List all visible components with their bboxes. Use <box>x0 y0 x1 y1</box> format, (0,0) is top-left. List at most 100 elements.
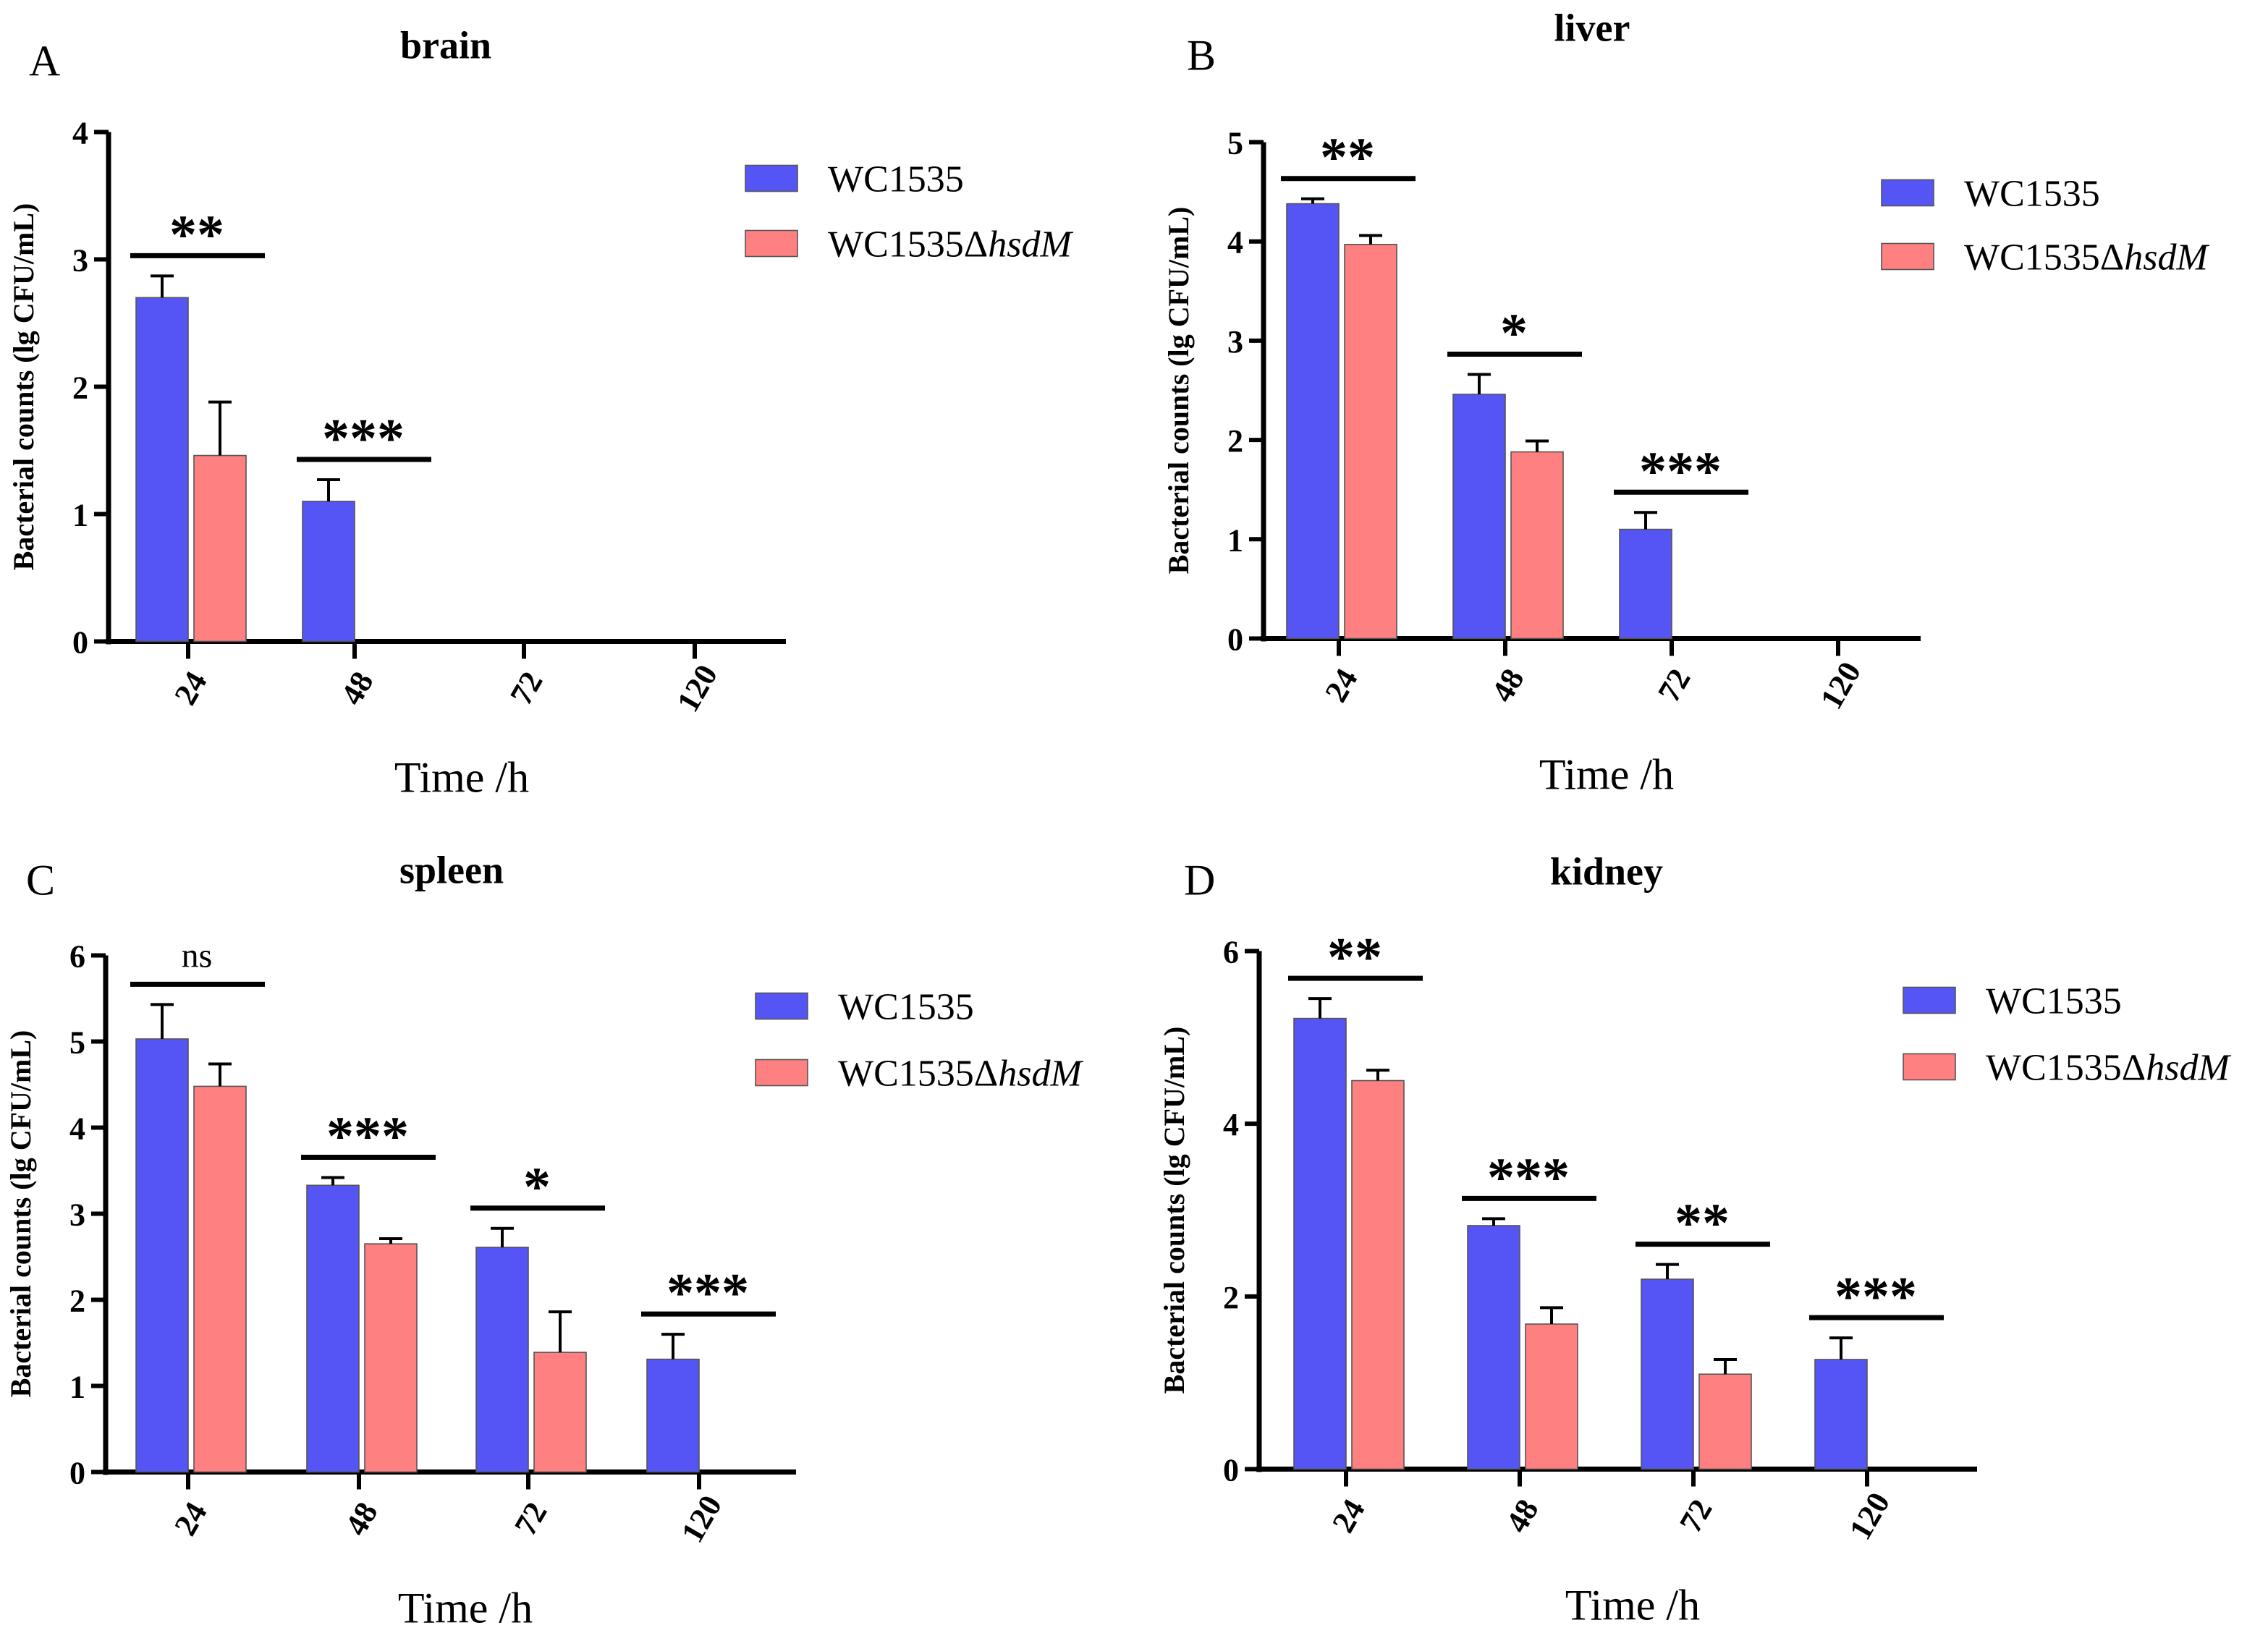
y-tick-label: 2 <box>1223 1280 1239 1315</box>
bar-wc1535-48 <box>306 1184 360 1473</box>
x-axis-label: Time /h <box>1539 751 1674 799</box>
panel-letter: A <box>29 38 60 85</box>
bar-hsdm-72 <box>1698 1373 1752 1470</box>
legend-label: WC1535 <box>828 159 964 200</box>
legend-label-prefix: WC1535Δ <box>838 1053 998 1095</box>
y-axis-label: Bacterial counts (lg CFU/mL) <box>1162 207 1195 574</box>
x-tick-label: 24 <box>1325 1493 1371 1539</box>
y-tick-label: 6 <box>1223 935 1239 970</box>
y-tick-label: 5 <box>69 1025 85 1061</box>
x-tick-label: 120 <box>670 658 724 718</box>
bar-hsdm-24 <box>1351 1080 1405 1470</box>
legend-label: WC1535ΔhsdM <box>838 1053 1083 1095</box>
legend-label-prefix: WC1535Δ <box>1986 1048 2146 1089</box>
panel-letter: C <box>26 857 55 904</box>
bar-hsdm-24 <box>193 1085 247 1473</box>
x-tick-label: 72 <box>1651 663 1697 708</box>
y-tick-label: 1 <box>1227 522 1243 558</box>
legend-label: WC1535ΔhsdM <box>1964 237 2209 279</box>
y-tick-label: 1 <box>72 498 88 533</box>
significance-label: *** <box>667 1263 749 1323</box>
legend-label: WC1535ΔhsdM <box>828 224 1073 266</box>
y-tick-label: 0 <box>72 625 88 661</box>
bar-wc1535-72 <box>1619 528 1672 640</box>
significance-label: ** <box>169 204 224 265</box>
y-axis-label: Bacterial counts (lg CFU/mL) <box>4 1030 37 1398</box>
significance-label: *** <box>1835 1266 1917 1327</box>
significance-label: ** <box>1327 927 1382 988</box>
y-tick-label: 2 <box>69 1284 85 1319</box>
bar-hsdm-72 <box>533 1352 587 1473</box>
bar-wc1535-48 <box>1452 394 1506 640</box>
y-tick-label: 4 <box>72 116 88 151</box>
y-tick-label: 1 <box>69 1370 85 1405</box>
significance-label: * <box>523 1157 551 1218</box>
x-tick-label: 120 <box>1814 656 1868 715</box>
x-tick-label: 72 <box>503 666 549 711</box>
panel-letter: B <box>1187 32 1216 80</box>
x-tick-label: 72 <box>1672 1493 1719 1539</box>
legend-swatch <box>755 1059 808 1087</box>
significance-label: *** <box>1639 441 1722 501</box>
bar-wc1535-120 <box>1814 1359 1868 1470</box>
y-axis-label: Bacterial counts (lg CFU/mL) <box>7 203 40 571</box>
legend-swatch <box>745 229 798 258</box>
x-tick-label: 48 <box>338 1496 384 1542</box>
legend-label: WC1535 <box>1986 981 2122 1022</box>
legend-swatch <box>745 164 798 192</box>
x-tick-label: 24 <box>167 666 213 711</box>
y-tick-label: 4 <box>69 1111 85 1147</box>
bar-hsdm-48 <box>1510 451 1564 640</box>
legend-swatch <box>1881 179 1934 207</box>
bar-wc1535-24 <box>1293 1017 1347 1470</box>
bar-hsdm-48 <box>364 1243 418 1473</box>
x-axis-label: Time /h <box>398 1585 533 1632</box>
legend-label-gene: hsdM <box>998 1053 1083 1095</box>
bar-hsdm-24 <box>193 454 247 642</box>
y-tick-label: 0 <box>69 1456 85 1491</box>
legend-label: WC1535 <box>838 987 974 1028</box>
significance-label: *** <box>326 1106 409 1167</box>
y-tick-label: 0 <box>1227 622 1243 658</box>
legend-label-gene: hsdM <box>2124 237 2209 279</box>
chart-title: brain <box>400 24 491 67</box>
legend-swatch <box>1881 242 1934 271</box>
bar-wc1535-72 <box>1641 1278 1694 1470</box>
x-tick-label: 48 <box>1499 1493 1545 1539</box>
legend-label-prefix: WC1535Δ <box>828 224 988 266</box>
bar-wc1535-48 <box>302 501 355 642</box>
significance-label: *** <box>1487 1147 1570 1208</box>
x-tick-label: 24 <box>1318 663 1364 708</box>
y-tick-label: 3 <box>72 243 88 279</box>
bar-hsdm-24 <box>1344 244 1397 640</box>
significance-label: * <box>1500 303 1528 364</box>
panel-letter: D <box>1184 857 1215 904</box>
chart-title: spleen <box>399 849 504 892</box>
y-tick-label: 3 <box>1227 324 1243 360</box>
y-tick-label: 4 <box>1223 1107 1239 1142</box>
x-tick-label: 120 <box>674 1489 729 1548</box>
x-tick-label: 48 <box>1484 663 1531 708</box>
legend-label-gene: hsdM <box>988 224 1073 266</box>
y-tick-label: 3 <box>69 1197 85 1233</box>
y-tick-label: 0 <box>1223 1453 1239 1488</box>
y-tick-label: 6 <box>69 939 85 975</box>
chart-title: liver <box>1554 7 1630 50</box>
y-tick-label: 2 <box>1227 423 1243 459</box>
significance-label: *** <box>322 408 405 469</box>
chart-title: kidney <box>1550 850 1663 894</box>
y-axis-label: Bacterial counts (lg CFU/mL) <box>1158 1027 1190 1394</box>
legend-label-prefix: WC1535Δ <box>1964 237 2124 279</box>
legend-label: WC1535 <box>1964 174 2100 215</box>
x-tick-label: 24 <box>167 1496 213 1542</box>
legend-swatch <box>755 992 808 1020</box>
bar-wc1535-24 <box>135 297 189 642</box>
legend-swatch <box>1903 1053 1956 1081</box>
x-tick-label: 48 <box>334 666 380 711</box>
bar-wc1535-48 <box>1467 1225 1520 1470</box>
